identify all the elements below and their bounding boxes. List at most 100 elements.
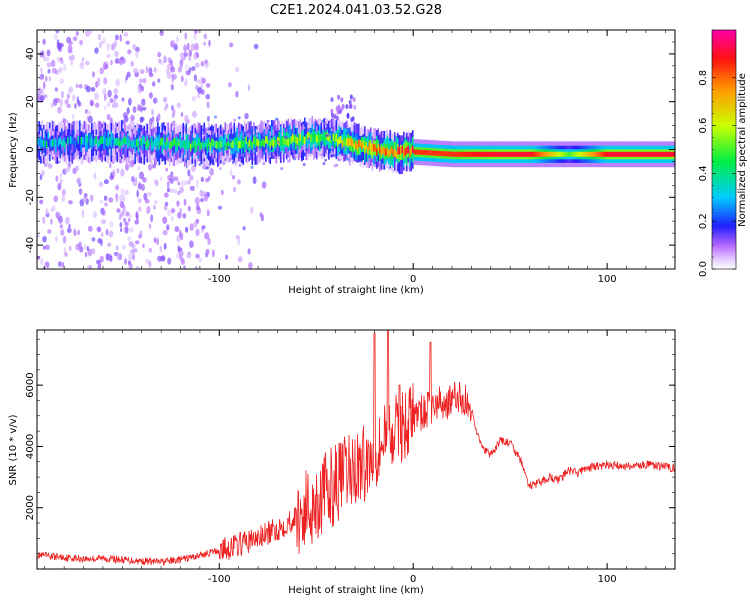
ridge-cell [397,147,399,155]
noise-cell [124,258,128,265]
ridge-cell [439,151,441,156]
noise-cell [273,151,277,155]
noise-cell [121,245,126,250]
ridge-cell [635,151,638,157]
noise-cell [59,43,64,48]
noise-cell [180,63,183,69]
ridge-cell [67,137,69,153]
noise-cell [63,63,67,72]
noise-cell [186,119,190,124]
ridge-cell [461,151,464,157]
noise-cell [285,136,288,140]
noise-cell [247,121,251,125]
ridge-cell [128,138,131,147]
noise-cell [170,171,174,177]
ridge-cell [224,134,227,150]
noise-cell [274,134,278,138]
ridge-cell [514,151,516,157]
ridge-cell [367,137,369,153]
noise-cell [99,40,103,47]
noise-cell [68,55,72,61]
ridge-cell [149,137,152,145]
ridge-cell [37,136,39,145]
ridge-cell [353,143,356,151]
ridge-cell [230,140,233,149]
noise-cell [90,87,96,92]
noise-cell [189,223,194,231]
ridge-cell [437,150,440,156]
ridge-cell [97,140,99,149]
noise-cell [179,186,184,194]
ridge-cell [100,136,102,145]
noise-cell [120,168,125,177]
ridge-cell [232,140,234,149]
ridge-cell [161,137,164,145]
noise-cell [237,256,243,263]
noise-cell [330,108,334,114]
noise-cell [165,167,168,172]
noise-cell [202,131,206,135]
noise-cell [51,205,56,212]
noise-cell [189,185,195,191]
noise-cell [135,212,139,219]
noise-cell [153,237,157,244]
ridge-cell [241,140,243,148]
noise-cell [176,200,180,207]
noise-cell [187,169,191,177]
ridge-cell [446,151,449,157]
ridge-cell [610,151,612,157]
ridge-cell [653,151,656,157]
noise-cell [230,147,234,151]
ridge-cell [247,141,249,150]
noise-cell [229,169,233,177]
noise-cell [125,40,130,45]
noise-cell [193,221,198,228]
ridge-cell [359,140,362,156]
ridge-cell [233,138,236,154]
noise-cell [234,150,237,154]
ridge-cell [274,138,276,146]
ridge-cell [164,141,167,150]
ridge-cell [505,151,507,157]
ridge-cell [245,136,248,144]
noise-cell [151,116,155,123]
colorbar-label: Normalized spectral amplitude [737,73,748,227]
noise-cell [238,163,242,167]
ridge-cell [77,136,80,152]
noise-cell [138,234,142,240]
noise-cell [173,43,178,51]
ridge-cell [656,151,659,157]
spectrogram-ticks: -100 0 100 -40 -20 0 20 40 [25,29,675,285]
noise-cell [115,78,120,87]
noise-cell [66,227,72,234]
noise-cell [159,176,163,182]
ridge-cell [406,146,408,155]
ridge-cell [319,134,321,143]
ridge-cell [500,151,503,157]
ridge-cell [71,137,74,153]
ridge-cell [76,140,78,149]
ridge-cell [64,141,66,149]
noise-cell [248,262,253,269]
ridge-cell [532,151,534,157]
ridge-cell [86,136,89,152]
noise-cell [116,168,120,174]
ridge-cell [188,140,191,149]
ridge-cell [137,141,140,150]
noise-cell [329,119,333,123]
colorbar-ticks: 0.0 0.2 0.4 0.6 0.8 [698,29,736,277]
ridge-cell [452,151,455,157]
noise-cell [157,255,163,262]
y-tick-label: 2000 [25,495,36,520]
noise-cell [163,106,167,111]
ridge-cell [112,140,114,148]
noise-cell [349,94,353,100]
noise-cell [101,219,106,225]
ridge-cell [445,151,447,157]
ridge-cell [290,136,293,144]
ridge-cell [193,139,195,147]
ridge-cell [343,138,345,146]
noise-cell [119,34,122,42]
noise-cell [71,54,75,61]
ridge-cell [559,151,561,157]
